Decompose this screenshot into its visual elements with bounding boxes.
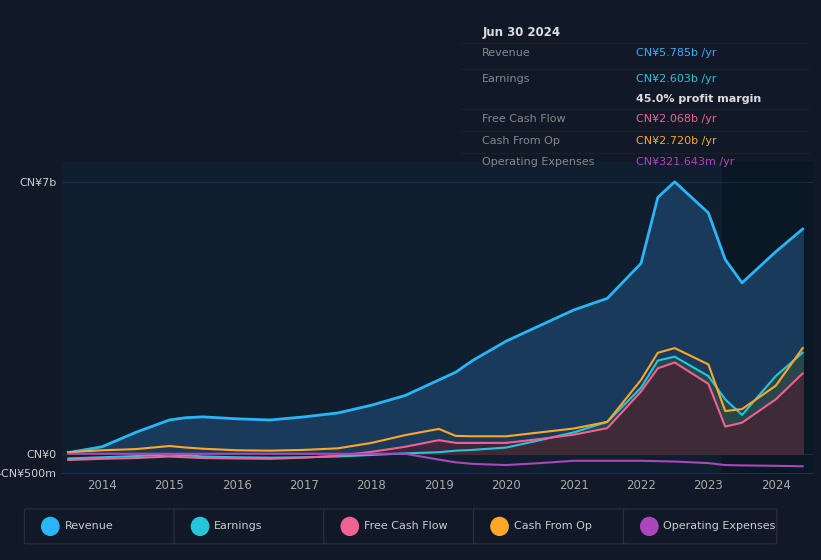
Text: Operating Expenses: Operating Expenses bbox=[663, 521, 776, 531]
Text: 45.0% profit margin: 45.0% profit margin bbox=[636, 94, 761, 104]
FancyBboxPatch shape bbox=[623, 509, 777, 544]
Text: Revenue: Revenue bbox=[65, 521, 113, 531]
Text: Jun 30 2024: Jun 30 2024 bbox=[483, 26, 561, 39]
Text: CN¥321.643m /yr: CN¥321.643m /yr bbox=[636, 157, 734, 167]
FancyBboxPatch shape bbox=[174, 509, 328, 544]
Text: Cash From Op: Cash From Op bbox=[483, 136, 560, 146]
Ellipse shape bbox=[342, 517, 359, 535]
Ellipse shape bbox=[491, 517, 508, 535]
Text: Cash From Op: Cash From Op bbox=[514, 521, 592, 531]
FancyBboxPatch shape bbox=[474, 509, 627, 544]
Text: Earnings: Earnings bbox=[483, 74, 531, 84]
Text: CN¥2.068b /yr: CN¥2.068b /yr bbox=[636, 114, 717, 124]
Text: CN¥5.785b /yr: CN¥5.785b /yr bbox=[636, 48, 717, 58]
Text: Earnings: Earnings bbox=[214, 521, 263, 531]
Text: CN¥2.603b /yr: CN¥2.603b /yr bbox=[636, 74, 716, 84]
Ellipse shape bbox=[191, 517, 209, 535]
Text: Free Cash Flow: Free Cash Flow bbox=[364, 521, 447, 531]
Ellipse shape bbox=[640, 517, 658, 535]
Text: Operating Expenses: Operating Expenses bbox=[483, 157, 594, 167]
Bar bbox=[722, 162, 813, 473]
Text: Revenue: Revenue bbox=[483, 48, 531, 58]
Text: CN¥2.720b /yr: CN¥2.720b /yr bbox=[636, 136, 717, 146]
Text: Free Cash Flow: Free Cash Flow bbox=[483, 114, 566, 124]
FancyBboxPatch shape bbox=[25, 509, 178, 544]
FancyBboxPatch shape bbox=[323, 509, 477, 544]
Ellipse shape bbox=[42, 517, 59, 535]
